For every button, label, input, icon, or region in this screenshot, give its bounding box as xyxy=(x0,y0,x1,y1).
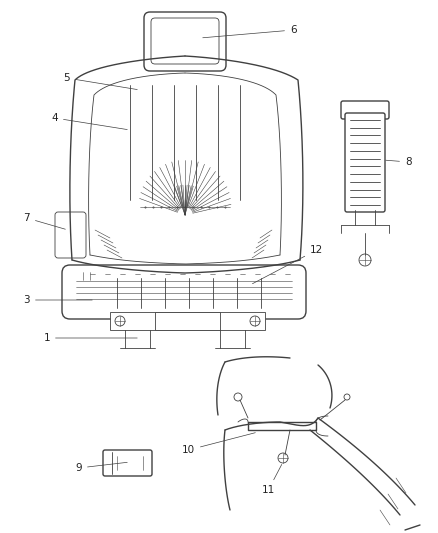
FancyBboxPatch shape xyxy=(344,113,384,212)
Text: 10: 10 xyxy=(181,433,255,455)
FancyBboxPatch shape xyxy=(78,266,96,288)
Text: 5: 5 xyxy=(63,73,137,90)
FancyBboxPatch shape xyxy=(144,12,226,71)
FancyBboxPatch shape xyxy=(103,450,152,476)
FancyBboxPatch shape xyxy=(340,101,388,119)
Text: 7: 7 xyxy=(23,213,65,229)
Text: 8: 8 xyxy=(385,157,411,167)
Text: 11: 11 xyxy=(261,464,281,495)
Text: 4: 4 xyxy=(51,113,127,130)
FancyBboxPatch shape xyxy=(55,212,86,258)
Text: 6: 6 xyxy=(202,25,296,38)
Text: 3: 3 xyxy=(23,295,92,305)
Text: 9: 9 xyxy=(75,462,127,473)
Text: 12: 12 xyxy=(252,245,322,284)
Bar xyxy=(155,312,219,330)
Text: 1: 1 xyxy=(43,333,137,343)
FancyBboxPatch shape xyxy=(62,265,305,319)
Bar xyxy=(110,312,265,330)
